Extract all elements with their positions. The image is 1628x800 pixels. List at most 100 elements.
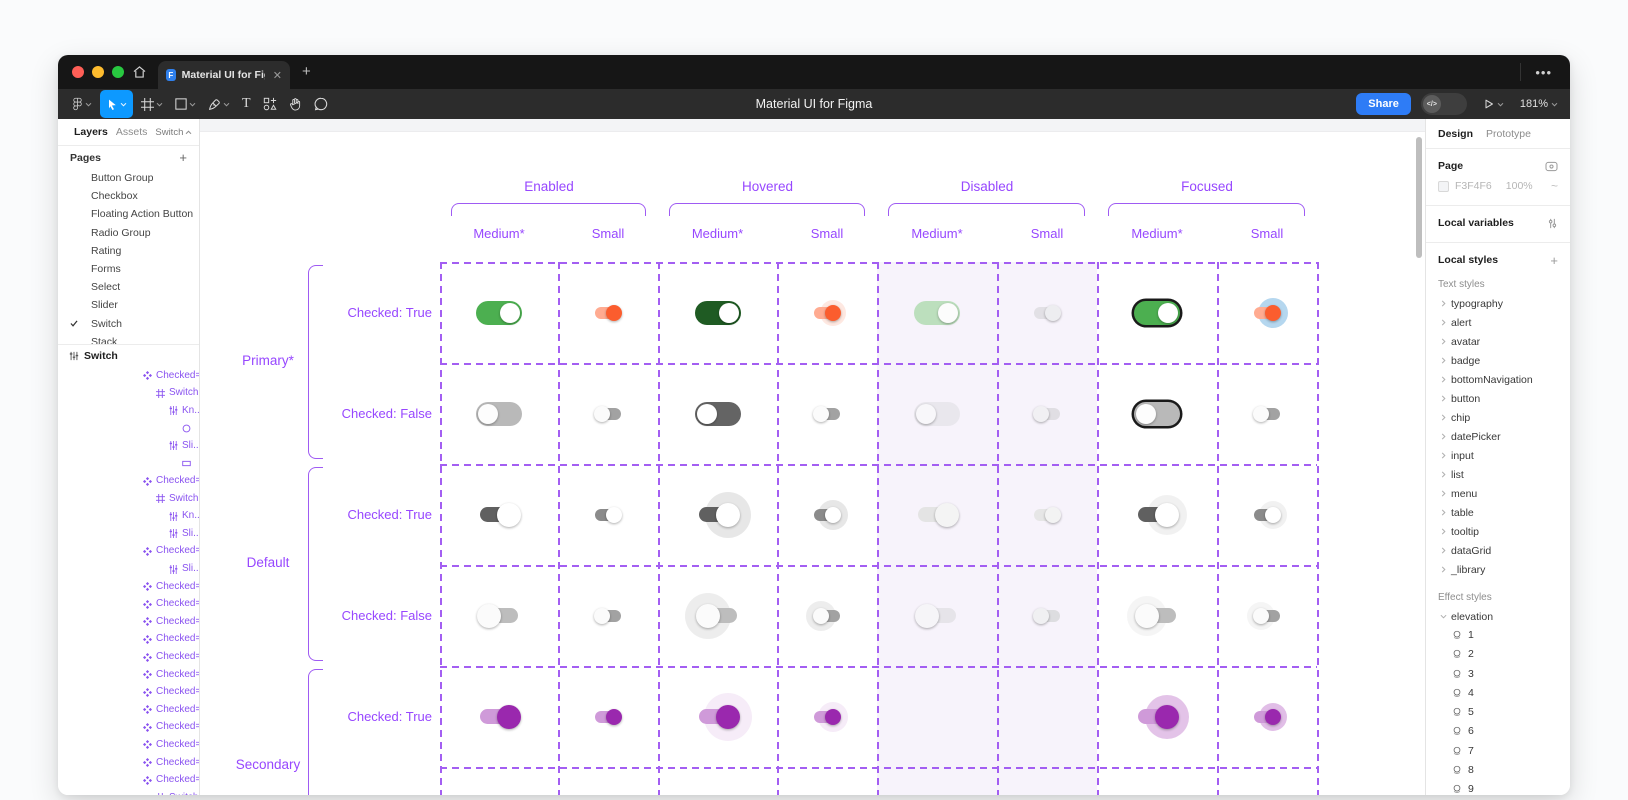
text-style-input[interactable]: input bbox=[1426, 446, 1570, 465]
switch-control[interactable] bbox=[1252, 297, 1288, 328]
text-style-chip[interactable]: chip bbox=[1426, 408, 1570, 427]
switch-gs-off[interactable] bbox=[1252, 405, 1282, 423]
page-grid-icon[interactable] bbox=[1545, 161, 1558, 172]
page-item-slider[interactable]: Slider bbox=[58, 296, 199, 314]
page-color-swatch[interactable] bbox=[1438, 180, 1449, 192]
switch-control[interactable] bbox=[812, 701, 848, 732]
text-style-avatar[interactable]: avatar bbox=[1426, 332, 1570, 351]
layer-item[interactable] bbox=[58, 420, 199, 438]
text-style-menu[interactable]: menu bbox=[1426, 484, 1570, 503]
switch-control[interactable] bbox=[593, 607, 623, 625]
pen-tool-button[interactable] bbox=[202, 89, 236, 119]
switch-o-on-f[interactable] bbox=[1252, 297, 1288, 328]
switch-d-off[interactable] bbox=[476, 603, 522, 629]
switch-d-on-d[interactable] bbox=[914, 502, 960, 528]
switch-control[interactable] bbox=[476, 300, 522, 325]
switch-gs-off-d[interactable] bbox=[1032, 405, 1062, 423]
switch-control[interactable] bbox=[1032, 607, 1062, 625]
main-menu-button[interactable] bbox=[66, 89, 98, 119]
elevation-item-1[interactable]: 1 bbox=[1426, 626, 1570, 645]
layer-item[interactable]: Checked=T... bbox=[58, 473, 199, 491]
layer-item[interactable] bbox=[58, 455, 199, 473]
layer-item[interactable]: Checked=T... bbox=[58, 613, 199, 631]
switch-d-on-f[interactable] bbox=[1134, 494, 1187, 535]
layer-item[interactable]: Checked=T... bbox=[58, 596, 199, 614]
effect-group-elevation[interactable]: elevation bbox=[1426, 607, 1570, 626]
layer-item[interactable]: Checked=T... bbox=[58, 631, 199, 649]
text-style-datePicker[interactable]: datePicker bbox=[1426, 427, 1570, 446]
home-icon[interactable] bbox=[126, 62, 152, 82]
frame-tool-button[interactable] bbox=[135, 89, 169, 119]
zoom-level-control[interactable]: 181% bbox=[1520, 98, 1558, 110]
present-button[interactable] bbox=[1477, 89, 1510, 119]
switch-p-on[interactable] bbox=[476, 704, 522, 730]
switch-p-on-f[interactable] bbox=[1134, 694, 1189, 739]
layer-item[interactable]: Checked=T... bbox=[58, 578, 199, 596]
switch-control[interactable] bbox=[812, 499, 848, 530]
zoom-window-button[interactable] bbox=[112, 66, 124, 78]
switch-ds-on-f[interactable] bbox=[1252, 500, 1287, 529]
switch-ds-off-d[interactable] bbox=[1032, 607, 1062, 625]
page-item-radio-group[interactable]: Radio Group bbox=[58, 224, 199, 242]
add-style-button[interactable]: + bbox=[1550, 252, 1558, 268]
text-style-table[interactable]: table bbox=[1426, 503, 1570, 522]
elevation-item-2[interactable]: 2 bbox=[1426, 645, 1570, 664]
text-style-tooltip[interactable]: tooltip bbox=[1426, 522, 1570, 541]
switch-control[interactable] bbox=[694, 300, 741, 325]
elevation-item-5[interactable]: 5 bbox=[1426, 703, 1570, 722]
canvas[interactable]: Enabled Hovered Disabled Focused Medium* Smal… bbox=[200, 119, 1425, 795]
text-style-button[interactable]: button bbox=[1426, 389, 1570, 408]
layer-item[interactable]: Checked=F... bbox=[58, 701, 199, 719]
layer-item[interactable]: Kn... bbox=[58, 402, 199, 420]
more-options-icon[interactable]: ••• bbox=[1520, 63, 1552, 81]
switch-ds-off-h[interactable] bbox=[806, 600, 842, 631]
switch-control[interactable] bbox=[1032, 304, 1062, 322]
text-style-dataGrid[interactable]: dataGrid bbox=[1426, 541, 1570, 560]
minimize-window-button[interactable] bbox=[92, 66, 104, 78]
elevation-item-4[interactable]: 4 bbox=[1426, 684, 1570, 703]
page-item-select[interactable]: Select bbox=[58, 278, 199, 296]
text-style-_library[interactable]: _library bbox=[1426, 560, 1570, 579]
comment-tool-button[interactable] bbox=[308, 89, 334, 119]
text-style-alert[interactable]: alert bbox=[1426, 313, 1570, 332]
switch-control[interactable] bbox=[1247, 601, 1282, 630]
layer-item[interactable]: Checked=T... bbox=[58, 543, 199, 561]
layer-item[interactable]: Sli... bbox=[58, 561, 199, 579]
switch-gs-off[interactable] bbox=[812, 405, 842, 423]
share-button[interactable]: Share bbox=[1356, 93, 1411, 115]
switch-ps-on-h[interactable] bbox=[812, 701, 848, 732]
switch-control[interactable] bbox=[695, 692, 752, 741]
switch-control[interactable] bbox=[593, 708, 623, 726]
layer-item[interactable]: Checked=T... bbox=[58, 367, 199, 385]
switch-control[interactable] bbox=[593, 304, 623, 322]
page-item-switch[interactable]: Switch bbox=[58, 315, 199, 333]
switch-control[interactable] bbox=[914, 401, 960, 426]
switch-control[interactable] bbox=[1252, 405, 1282, 423]
move-tool-button[interactable] bbox=[100, 90, 133, 118]
switch-control[interactable] bbox=[593, 506, 623, 524]
switch-g-on-f[interactable] bbox=[1134, 300, 1180, 325]
layer-item[interactable]: Checked=F... bbox=[58, 719, 199, 737]
switch-g-on-d[interactable] bbox=[914, 300, 960, 325]
switch-d-off-f[interactable] bbox=[1127, 595, 1180, 636]
layer-item[interactable]: Switch bbox=[58, 490, 199, 508]
switch-control[interactable] bbox=[476, 502, 522, 528]
layer-item[interactable]: Checked=F... bbox=[58, 754, 199, 772]
page-item-forms[interactable]: Forms bbox=[58, 260, 199, 278]
text-tool-button[interactable]: T bbox=[242, 96, 251, 111]
switch-control[interactable] bbox=[684, 592, 741, 639]
dev-mode-toggle[interactable]: </> bbox=[1420, 93, 1467, 115]
switch-p-on-h[interactable] bbox=[695, 692, 752, 741]
resources-tool-button[interactable] bbox=[257, 89, 283, 119]
switch-gr-off[interactable] bbox=[476, 401, 522, 426]
text-style-typography[interactable]: typography bbox=[1426, 294, 1570, 313]
switch-ds-off[interactable] bbox=[593, 607, 623, 625]
switch-gr-off-f[interactable] bbox=[1134, 401, 1180, 426]
switch-control[interactable] bbox=[812, 405, 842, 423]
layer-item[interactable]: Checked=F... bbox=[58, 772, 199, 790]
switch-control[interactable] bbox=[914, 502, 960, 528]
layer-switch-root[interactable]: Switch bbox=[58, 345, 199, 367]
layer-item[interactable]: Switch bbox=[58, 789, 199, 795]
page-switcher[interactable]: Switch bbox=[155, 127, 192, 138]
canvas-scrollbar[interactable] bbox=[1416, 137, 1422, 258]
